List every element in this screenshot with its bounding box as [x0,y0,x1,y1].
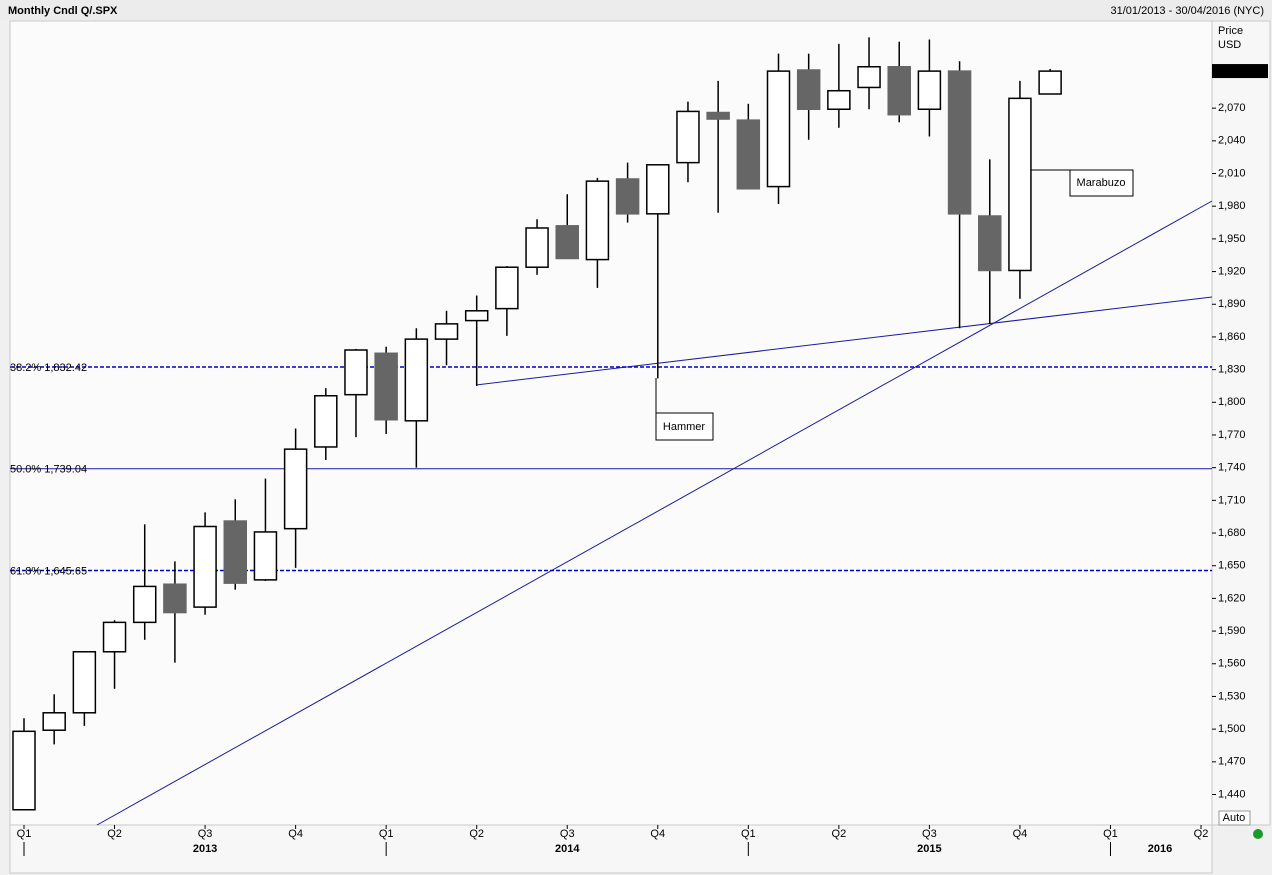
y-tick-label: 1,710 [1218,494,1246,506]
candle-body [495,266,519,310]
candle-body [344,349,368,396]
y-tick-label: 1,500 [1218,723,1246,735]
x-tick-label: Q2 [107,828,122,840]
x-tick-label: Q3 [198,828,213,840]
last-price-box [1212,64,1268,79]
y-tick-label: 1,830 [1218,364,1246,376]
x-tick-label: Q2 [469,828,484,840]
annotation-box [655,412,714,441]
status-dot [1253,829,1263,839]
trend-line [475,296,1213,386]
x-tick-label: Q1 [379,828,394,840]
candle-body [464,310,489,322]
x-tick-label: Q1 [1103,828,1118,840]
y-tick-label: 1,860 [1218,331,1246,343]
candle-body [585,180,610,261]
annotation: Hammer [663,421,706,433]
level-label: 61.8% 1,645.65 [10,565,87,577]
candle-body [193,525,217,608]
y-axis-label: Price [1218,25,1243,37]
y-tick-label: 1,620 [1218,592,1246,604]
date-range: 31/01/2013 - 30/04/2016 (NYC) [1111,5,1265,17]
scale-mode[interactable]: Auto [1223,812,1246,824]
x-tick-label: Q1 [741,828,756,840]
candle-body [947,70,972,215]
y-tick-label: 1,890 [1218,298,1246,310]
y-tick-label: 1,920 [1218,265,1246,277]
trend-line [96,200,1213,826]
annotation: Marabuzo [1077,177,1126,189]
candle-body [827,89,851,110]
y-tick-label: 1,440 [1218,788,1246,800]
scale-mode-button[interactable] [1218,810,1251,826]
last-price-label: 2,104.05 [1214,65,1257,77]
candle-body [42,712,66,731]
candle-body [163,583,187,614]
x-tick-label: Q2 [832,828,847,840]
candle-body [555,225,579,260]
year-label: 2014 [555,843,580,855]
level-label: 38.2% 1,832.42 [10,362,87,374]
candle-body [1008,97,1032,272]
candle-body [646,164,670,215]
candle-body [676,110,700,164]
candle-body [615,178,640,215]
x-tick-label: Q2 [1194,828,1209,840]
y-tick-label: 1,530 [1218,690,1246,702]
candle-body [887,66,911,116]
x-tick-label: Q4 [650,828,665,840]
chart-title: Monthly Cndl Q/.SPX [8,5,118,17]
year-label: 2016 [1148,843,1172,855]
candle-body [434,323,459,340]
annotation-box [1069,169,1134,197]
candle-body [72,651,97,714]
level-label: 50.0% 1,739.04 [10,464,87,476]
candle-body [736,119,761,190]
y-tick-label: 1,980 [1218,200,1246,212]
candle-body [706,111,730,120]
y-tick-label: 2,070 [1218,102,1246,114]
y-tick-label: 2,010 [1218,167,1246,179]
y-axis-unit: USD [1218,39,1241,51]
x-tick-label: Q4 [288,828,303,840]
candle-body [857,66,881,89]
x-tick-label: Q3 [560,828,575,840]
candle-body [314,395,338,448]
candle-body [132,585,157,624]
candle-body [283,448,308,530]
header-bar [0,0,1272,20]
y-tick-label: 1,560 [1218,658,1246,670]
y-tick-label: 1,740 [1218,462,1246,474]
y-tick-label: 1,590 [1218,625,1246,637]
candle-body [917,70,942,110]
candle-body [404,338,429,422]
candle-body [253,531,278,581]
y-tick-label: 2,040 [1218,135,1246,147]
plot-area [9,20,1213,826]
candle-body [102,621,127,653]
candle-body [374,352,398,421]
x-tick-label: Q4 [1013,828,1028,840]
y-tick-label: 1,470 [1218,756,1246,768]
y-axis-area [1211,20,1271,826]
x-axis-area [9,824,1213,874]
y-tick-label: 1,650 [1218,560,1246,572]
year-label: 2013 [193,843,217,855]
candle-body [12,730,36,811]
candle-body [796,69,821,110]
year-label: 2015 [917,843,941,855]
y-tick-label: 1,770 [1218,429,1246,441]
candle-body [525,227,549,268]
candle-body [766,70,791,188]
candle-body [978,215,1002,272]
y-tick-label: 1,680 [1218,527,1246,539]
candle-body [1038,70,1062,95]
y-tick-label: 1,950 [1218,233,1246,245]
y-tick-label: 1,800 [1218,396,1246,408]
candle-body [223,520,248,584]
x-tick-label: Q1 [17,828,32,840]
x-tick-label: Q3 [922,828,937,840]
